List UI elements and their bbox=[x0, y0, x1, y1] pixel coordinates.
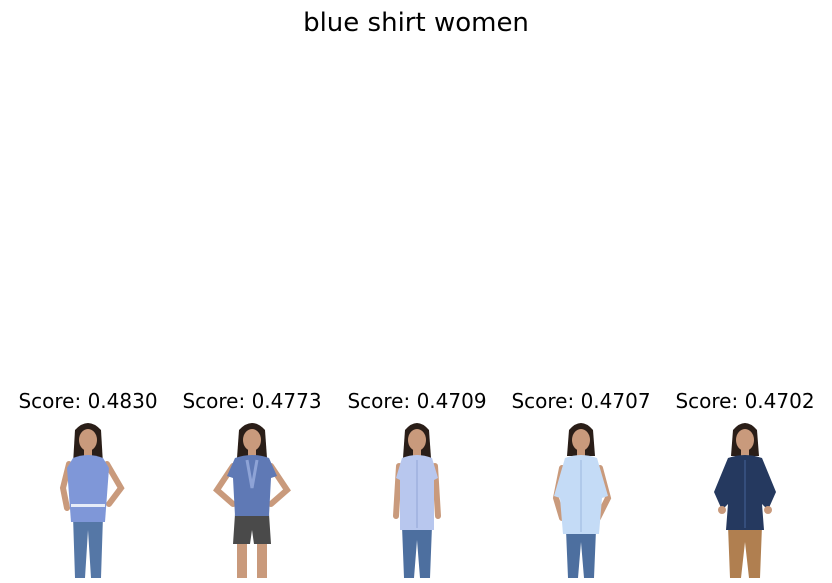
result-item[interactable]: Score: 0.4702 bbox=[663, 388, 827, 583]
result-item[interactable]: Score: 0.4707 bbox=[499, 388, 663, 583]
product-image[interactable] bbox=[680, 418, 810, 580]
results-row: Score: 0.4830 Score: 0.4773 bbox=[0, 388, 832, 583]
model-figure-icon bbox=[714, 423, 776, 578]
result-item[interactable]: Score: 0.4773 bbox=[170, 388, 334, 583]
model-figure-icon bbox=[552, 423, 612, 578]
product-image[interactable] bbox=[23, 418, 153, 580]
result-item[interactable]: Score: 0.4830 bbox=[6, 388, 170, 583]
product-image[interactable] bbox=[187, 418, 317, 580]
product-image[interactable] bbox=[516, 418, 646, 580]
score-label: Score: 0.4707 bbox=[511, 389, 651, 413]
score-label: Score: 0.4830 bbox=[18, 389, 158, 413]
product-image[interactable] bbox=[352, 418, 482, 580]
page-title: blue shirt women bbox=[303, 8, 529, 38]
model-figure-icon bbox=[59, 423, 125, 578]
model-figure-icon bbox=[393, 423, 441, 578]
score-label: Score: 0.4709 bbox=[347, 389, 487, 413]
result-item[interactable]: Score: 0.4709 bbox=[335, 388, 499, 583]
model-figure-icon bbox=[213, 423, 291, 578]
score-label: Score: 0.4702 bbox=[675, 389, 815, 413]
score-label: Score: 0.4773 bbox=[182, 389, 322, 413]
